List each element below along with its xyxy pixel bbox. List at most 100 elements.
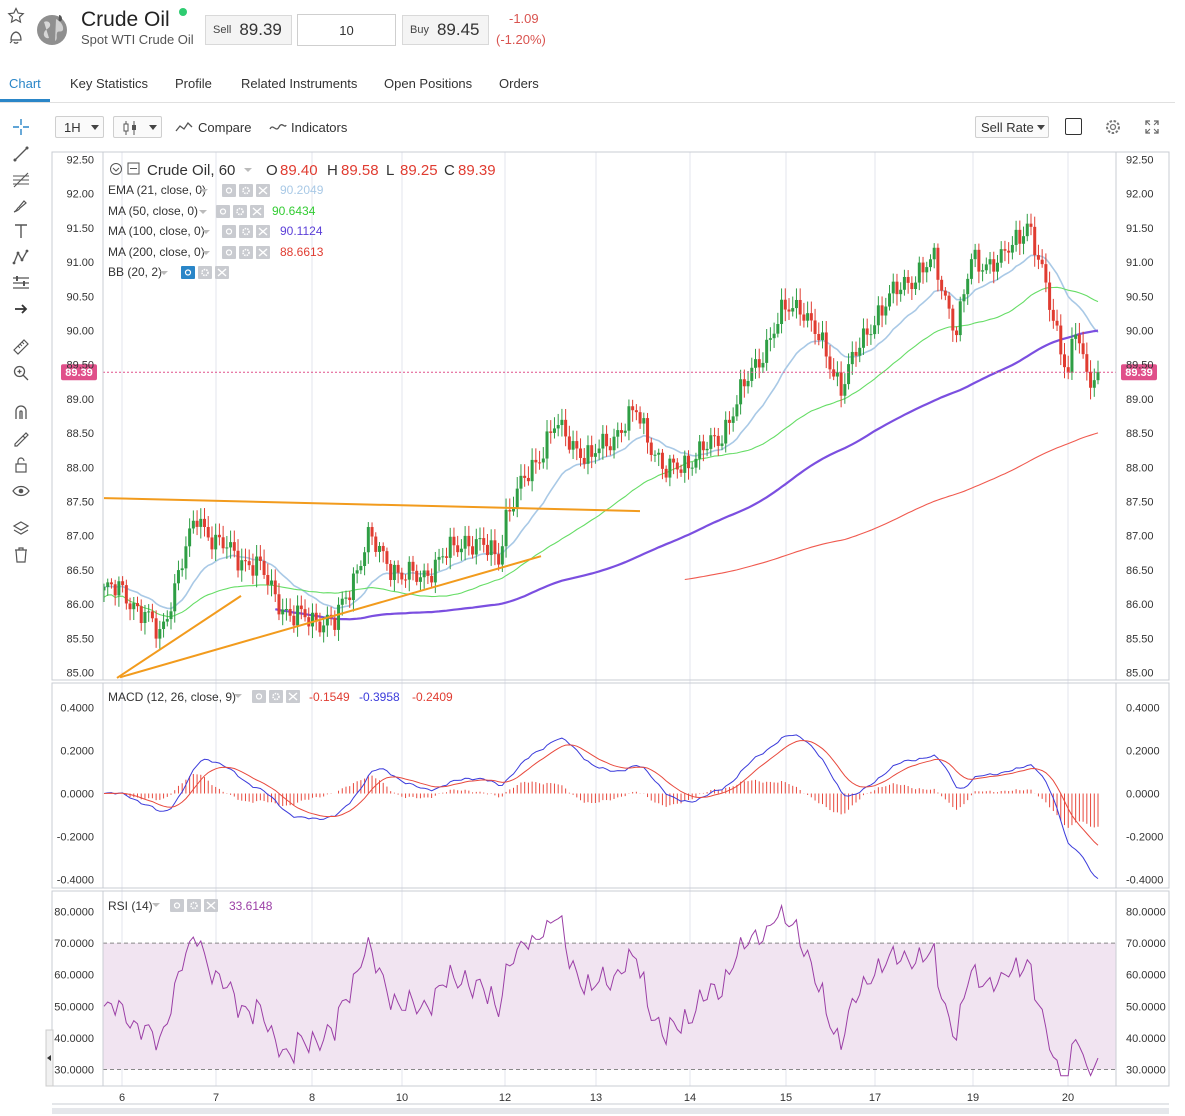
candle-body: [117, 581, 121, 596]
candle-body: [657, 452, 661, 455]
watchlist-star-icon[interactable]: [7, 7, 25, 25]
gear-icon[interactable]: [198, 266, 212, 279]
candle: [1040, 249, 1044, 268]
sell-button[interactable]: Sell 89.39: [205, 15, 292, 45]
eye-icon[interactable]: [181, 266, 195, 279]
candle: [143, 604, 147, 635]
rsi-tick-right: 70.0000: [1126, 938, 1166, 950]
candle: [761, 352, 765, 374]
candle: [266, 563, 270, 595]
candle-body: [158, 629, 162, 639]
visibility-eye-icon[interactable]: [12, 482, 30, 500]
price-tick-left: 90.00: [66, 326, 94, 338]
ruler-tool-icon[interactable]: [12, 338, 30, 356]
candle: [884, 297, 888, 325]
candle-body: [374, 536, 378, 552]
rsi-tick-right: 60.0000: [1126, 970, 1166, 982]
candle: [921, 256, 925, 284]
tab-orders[interactable]: Orders: [499, 76, 539, 91]
indicators-button[interactable]: Indicators: [291, 120, 348, 135]
tab-open-positions[interactable]: Open Positions: [384, 76, 473, 91]
eye-icon[interactable]: [252, 690, 266, 703]
trash-icon[interactable]: [12, 546, 30, 564]
eye-icon[interactable]: [222, 184, 236, 197]
lock-icon[interactable]: [12, 456, 30, 474]
trend-line-tool-icon[interactable]: [12, 145, 30, 163]
instrument-title: Crude Oil: [81, 8, 170, 31]
candle-body: [221, 537, 225, 549]
crosshair-icon[interactable]: [12, 118, 30, 136]
magnet-icon[interactable]: [12, 403, 30, 421]
arrow-tool-icon[interactable]: [12, 300, 30, 318]
candle-body: [404, 579, 408, 581]
candle: [955, 326, 959, 343]
tab-chart[interactable]: Chart: [9, 76, 41, 91]
quantity-input[interactable]: 10: [297, 14, 396, 46]
candle: [638, 406, 642, 429]
candle-body: [634, 410, 638, 413]
compare-button[interactable]: Compare: [198, 120, 252, 135]
candle: [370, 522, 374, 546]
candle: [928, 254, 932, 272]
candle-body: [426, 570, 430, 576]
chart-color-swatch[interactable]: [1065, 118, 1082, 135]
candle: [258, 545, 262, 571]
candle: [1025, 213, 1029, 242]
rsi-tick-left: 70.0000: [54, 938, 94, 950]
candle-body: [1085, 354, 1089, 372]
candle: [869, 324, 873, 345]
candle-body: [575, 441, 579, 449]
candle: [415, 564, 419, 586]
brush-tool-icon[interactable]: [12, 197, 30, 215]
candle-body: [850, 351, 854, 365]
indicators-icon[interactable]: [269, 121, 287, 133]
candle: [225, 535, 229, 559]
layers-icon[interactable]: [12, 520, 30, 538]
candle-body: [984, 264, 988, 271]
gear-icon[interactable]: [239, 184, 253, 197]
tab-related-instruments[interactable]: Related Instruments: [241, 76, 358, 91]
ma-50-line: [103, 286, 1099, 618]
settings-gear-icon[interactable]: [1104, 118, 1122, 136]
text-tool-icon[interactable]: [12, 222, 30, 240]
fibonacci-tool-icon[interactable]: [12, 171, 30, 189]
eye-icon[interactable]: [216, 205, 230, 218]
chevron-down-icon: [1037, 125, 1045, 130]
candle: [307, 607, 311, 636]
gear-icon[interactable]: [233, 205, 247, 218]
rate-type-select[interactable]: Sell Rate: [975, 116, 1049, 138]
candle-body: [612, 436, 616, 451]
price-tick-right: 91.50: [1126, 223, 1154, 235]
position-tool-icon[interactable]: [12, 274, 30, 292]
gear-icon[interactable]: [187, 899, 201, 912]
eye-icon[interactable]: [170, 899, 184, 912]
candle-body: [139, 606, 143, 624]
stay-in-drawing-icon[interactable]: [12, 429, 30, 447]
close-glyph: [258, 248, 268, 257]
candle: [389, 559, 393, 587]
eye-icon[interactable]: [222, 246, 236, 259]
chart-type-select[interactable]: [113, 116, 162, 138]
eye-icon[interactable]: [222, 225, 236, 238]
interval-select[interactable]: 1H: [55, 116, 104, 138]
candle: [124, 579, 128, 610]
fullscreen-icon[interactable]: [1144, 119, 1160, 135]
pattern-tool-icon[interactable]: [12, 248, 30, 266]
tab-profile[interactable]: Profile: [175, 76, 212, 91]
alert-bell-icon[interactable]: [7, 28, 25, 46]
compare-icon[interactable]: [175, 119, 193, 135]
candle: [288, 598, 292, 622]
collapse-arrow-icon: [47, 1055, 51, 1061]
eye-glyph: [173, 902, 181, 909]
zoom-in-icon[interactable]: [12, 364, 30, 382]
gear-icon[interactable]: [269, 690, 283, 703]
gear-icon[interactable]: [239, 246, 253, 259]
candle-body: [337, 604, 341, 630]
candle: [582, 448, 586, 469]
candle-body: [802, 314, 806, 321]
buy-button[interactable]: Buy 89.45: [402, 15, 489, 45]
gear-icon[interactable]: [239, 225, 253, 238]
candle-body: [1074, 334, 1078, 339]
tab-key-statistics[interactable]: Key Statistics: [70, 76, 149, 91]
